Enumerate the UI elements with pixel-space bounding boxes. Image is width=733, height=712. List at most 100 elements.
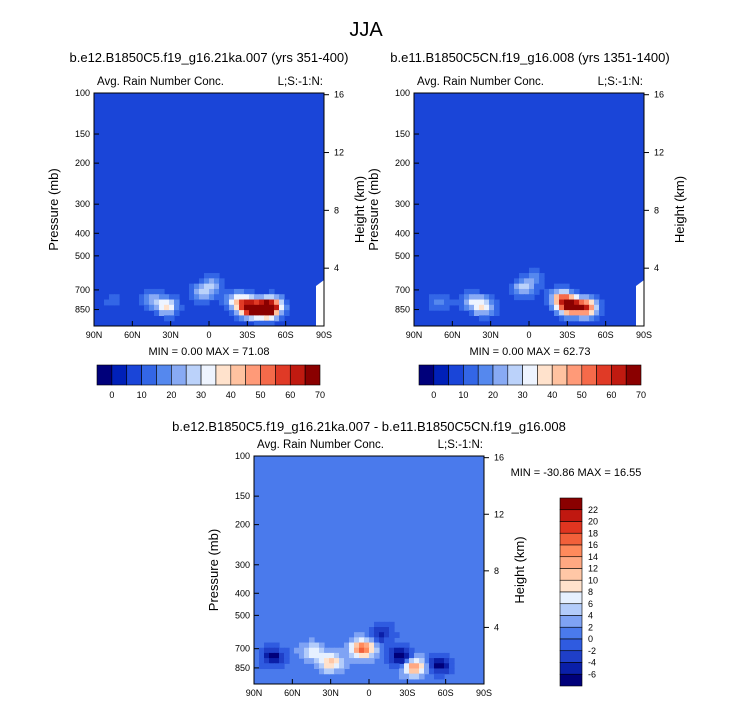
- contour-cell: [484, 315, 490, 322]
- colorbar-label: 10: [458, 390, 468, 400]
- contour-cell: [259, 663, 265, 670]
- contour-cell: [259, 658, 265, 664]
- contour-cell: [344, 642, 350, 649]
- colorbar-box: [185, 364, 202, 386]
- contour-cell: [174, 304, 180, 311]
- contour-cell: [159, 288, 165, 295]
- y2-tick-label: 8: [654, 205, 659, 215]
- contour-cell: [189, 294, 195, 301]
- contour-cell: [554, 294, 560, 301]
- contour-field: [94, 93, 324, 326]
- x-tick-label: 90S: [636, 330, 652, 340]
- contour-cell: [439, 304, 445, 311]
- contour-cell: [474, 294, 480, 301]
- contour-cell: [579, 315, 585, 322]
- x-tick-label: 60S: [598, 330, 614, 340]
- contour-cell: [534, 273, 540, 279]
- contour-cell: [374, 627, 380, 633]
- contour-cell: [254, 299, 260, 306]
- contour-cell: [209, 294, 215, 301]
- contour-cell: [264, 299, 270, 306]
- contour-cell: [149, 288, 155, 295]
- contour-cell: [284, 658, 290, 664]
- y2-tick-label: 4: [494, 622, 499, 632]
- contour-cell: [309, 652, 315, 659]
- contour-cell: [314, 652, 320, 659]
- contour-cell: [439, 658, 445, 664]
- colorbar-box: [559, 556, 583, 569]
- contour-cell: [149, 304, 155, 311]
- contour-cell: [369, 637, 375, 644]
- contour-cell: [324, 663, 330, 670]
- x-tick-label: 90N: [246, 688, 263, 698]
- contour-cell: [344, 658, 350, 664]
- panel-subtitle-left: Avg. Rain Number Conc.: [257, 439, 384, 451]
- contour-cell: [319, 642, 325, 649]
- contour-cell: [109, 299, 115, 306]
- contour-cell: [349, 642, 355, 649]
- contour-cell: [319, 652, 325, 659]
- min-max-stats: MIN = 0.00 MAX = 62.73: [469, 346, 590, 358]
- colorbar-label: 60: [285, 390, 295, 400]
- contour-cell: [244, 304, 250, 311]
- contour-cell: [554, 304, 560, 311]
- y-tick-label: 300: [395, 199, 410, 209]
- colorbar-box: [448, 364, 464, 386]
- contour-cell: [359, 637, 365, 644]
- contour-cell: [249, 288, 255, 295]
- contour-cell: [539, 278, 545, 285]
- contour-cell: [279, 647, 285, 654]
- contour-cell: [449, 658, 455, 664]
- y-tick-label: 200: [395, 158, 410, 168]
- contour-cell: [234, 299, 240, 306]
- contour-cell: [539, 283, 545, 290]
- panels-group: b.e12.B1850C5.f19_g16.21ka.007 (yrs 351-…: [46, 50, 687, 698]
- contour-cell: [589, 315, 595, 322]
- y2-tick-label: 8: [334, 205, 339, 215]
- contour-cell: [269, 299, 275, 306]
- contour-cell: [179, 304, 185, 311]
- contour-cell: [489, 299, 495, 306]
- contour-cell: [144, 304, 150, 311]
- contour-cell: [579, 294, 585, 301]
- contour-cell: [549, 288, 555, 295]
- contour-cell: [444, 668, 450, 675]
- contour-cell: [354, 632, 360, 638]
- contour-cell: [524, 278, 530, 285]
- y-tick-label: 300: [75, 199, 90, 209]
- contour-cell: [274, 647, 280, 654]
- contour-cell: [594, 310, 600, 317]
- contour-cell: [214, 273, 220, 279]
- colorbar-box: [559, 568, 583, 581]
- contour-cell: [174, 310, 180, 317]
- contour-cell: [194, 288, 200, 295]
- contour-cell: [224, 288, 230, 295]
- contour-cell: [314, 663, 320, 670]
- contour-cell: [159, 294, 165, 301]
- contour-cell: [389, 637, 395, 644]
- contour-cell: [269, 647, 275, 654]
- panel-1: b.e12.B1850C5.f19_g16.21ka.007 (yrs 351-…: [46, 50, 367, 400]
- y-tick-label: 100: [395, 88, 410, 98]
- contour-cell: [529, 288, 535, 295]
- contour-cell: [199, 283, 205, 290]
- colorbar-box: [559, 615, 583, 628]
- contour-cell: [154, 294, 160, 301]
- contour-cell: [174, 299, 180, 306]
- contour-cell: [274, 658, 280, 664]
- contour-cell: [274, 315, 280, 322]
- contour-cell: [344, 652, 350, 659]
- contour-cell: [534, 288, 540, 295]
- contour-cell: [269, 663, 275, 670]
- contour-cell: [334, 652, 340, 659]
- contour-cell: [379, 627, 385, 633]
- colorbar-label: 0: [431, 390, 436, 400]
- colorbar-label: 18: [588, 528, 598, 538]
- contour-cell: [559, 315, 565, 322]
- contour-cell: [399, 673, 405, 680]
- contour-cell: [384, 658, 390, 664]
- colorbar-label: 14: [588, 552, 598, 562]
- contour-cell: [374, 621, 380, 628]
- colorbar-box: [625, 364, 642, 386]
- contour-cell: [354, 658, 360, 664]
